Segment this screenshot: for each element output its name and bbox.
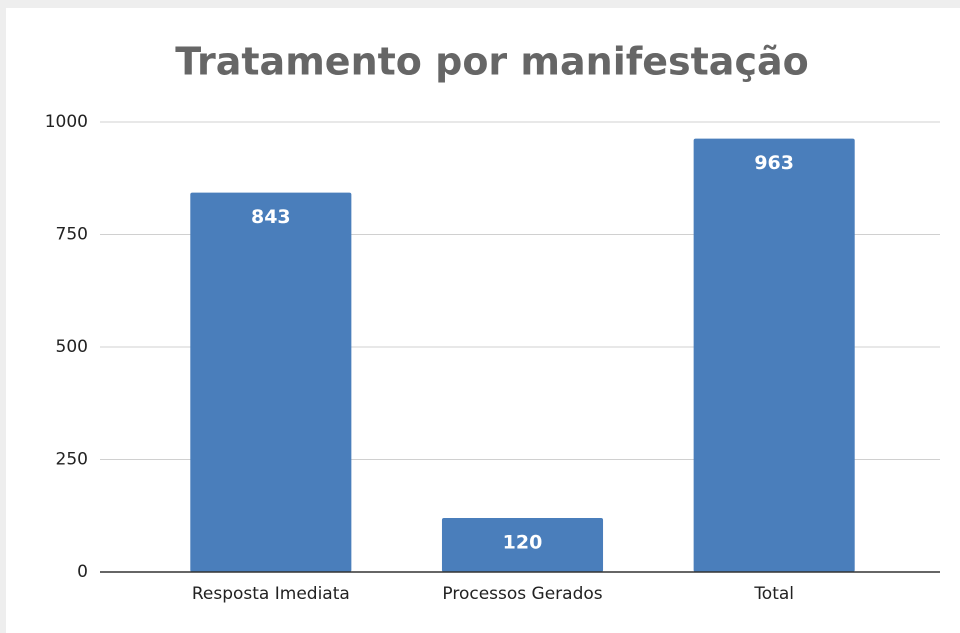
x-tick-label: Total: [753, 584, 794, 604]
x-tick-label: Resposta Imediata: [192, 584, 350, 604]
chart-title: Tratamento por manifestação: [175, 40, 808, 84]
bar: [190, 192, 352, 572]
y-tick-label: 1000: [45, 112, 88, 132]
value-label: 120: [503, 532, 543, 554]
x-tick-label: Processos Gerados: [442, 584, 602, 604]
bar: [441, 518, 604, 572]
value-label: 843: [251, 206, 291, 228]
value-label: 963: [754, 152, 794, 174]
y-tick-label: 500: [56, 337, 88, 357]
bar: [693, 138, 855, 572]
y-tick-label: 750: [56, 225, 88, 245]
y-tick-label: 250: [56, 450, 88, 470]
y-tick-label: 0: [77, 562, 88, 582]
